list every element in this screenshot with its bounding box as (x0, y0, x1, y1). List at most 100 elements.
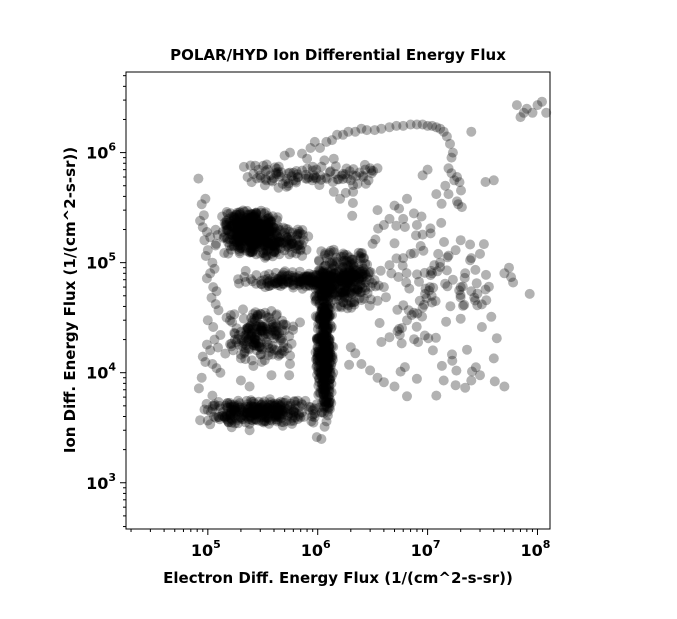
scatter-point (261, 220, 272, 231)
scatter-point (355, 267, 366, 278)
scatter-point (246, 212, 257, 223)
scatter-point (322, 325, 333, 336)
scatter-point (218, 233, 229, 243)
scatter-point (230, 230, 241, 241)
scatter-point (318, 273, 329, 284)
scatter-point (278, 278, 289, 288)
scatter-point (348, 270, 359, 281)
scatter-point (246, 238, 256, 249)
scatter-point (318, 268, 329, 279)
scatter-point (263, 217, 274, 228)
scatter-point (247, 222, 258, 233)
scatter-point (228, 215, 239, 226)
scatter-point (344, 256, 355, 267)
scatter-point (324, 341, 335, 352)
scatter-point (240, 221, 251, 232)
scatter-point (256, 218, 267, 229)
scatter-point (456, 185, 466, 196)
scatter-point (209, 399, 220, 410)
scatter-point (237, 242, 248, 253)
scatter-point (245, 247, 256, 258)
scatter-point (242, 234, 253, 245)
y-tick-label: 103 (86, 471, 116, 493)
scatter-point (233, 219, 244, 230)
scatter-point (338, 262, 349, 273)
scatter-point (375, 265, 386, 276)
scatter-point (354, 293, 365, 304)
scatter-point (246, 243, 257, 254)
scatter-point (316, 303, 327, 314)
scatter-point (451, 365, 462, 376)
scatter-point (324, 384, 335, 395)
scatter-point (284, 239, 295, 250)
scatter-point (245, 224, 256, 235)
scatter-point (254, 237, 265, 248)
scatter-point (231, 219, 242, 229)
scatter-point (246, 233, 257, 244)
scatter-point (233, 217, 244, 228)
scatter-point (291, 234, 302, 245)
scatter-point (359, 293, 369, 304)
scatter-point (344, 252, 355, 263)
scatter-point (245, 233, 256, 244)
scatter-point (322, 338, 333, 349)
scatter-point (249, 237, 260, 248)
scatter-point (250, 241, 261, 252)
scatter-point (338, 268, 349, 279)
scatter-point (272, 215, 282, 226)
scatter-point (287, 267, 298, 278)
scatter-point (499, 381, 510, 392)
scatter-point (240, 219, 251, 230)
scatter-point (284, 226, 295, 237)
scatter-point (318, 337, 329, 348)
scatter-point (240, 228, 251, 238)
scatter-point (336, 274, 346, 285)
scatter-point (265, 226, 276, 237)
y-tick-label: 105 (86, 251, 116, 273)
scatter-point (240, 223, 251, 234)
scatter-point (233, 274, 244, 285)
scatter-point (346, 302, 357, 313)
scatter-point (338, 270, 349, 281)
scatter-point (327, 177, 338, 187)
scatter-point (228, 345, 239, 356)
scatter-point (282, 270, 293, 281)
scatter-point (312, 352, 323, 363)
scatter-point (365, 294, 376, 305)
scatter-points (193, 96, 552, 444)
scatter-point (322, 270, 332, 281)
scatter-point (237, 221, 248, 232)
scatter-point (262, 223, 273, 233)
scatter-point (329, 268, 340, 279)
scatter-point (305, 277, 316, 287)
scatter-point (251, 232, 262, 243)
scatter-point (241, 245, 252, 256)
scatter-point (248, 219, 259, 230)
scatter-point (303, 275, 314, 286)
scatter-point (210, 240, 221, 251)
scatter-point (267, 240, 278, 251)
scatter-point (356, 359, 367, 369)
scatter-point (323, 398, 334, 408)
scatter-point (333, 294, 344, 305)
scatter-point (266, 306, 277, 316)
scatter-point (303, 231, 314, 242)
scatter-point (304, 268, 315, 279)
scatter-point (325, 270, 335, 281)
scatter-point (273, 276, 284, 287)
scatter-point (263, 237, 274, 248)
scatter-point (288, 275, 299, 286)
scatter-point (231, 237, 242, 248)
scatter-point (266, 216, 277, 227)
scatter-point (316, 277, 326, 288)
scatter-point (317, 334, 328, 345)
scatter-point (263, 241, 274, 251)
scatter-point (338, 297, 348, 308)
scatter-point (323, 346, 334, 357)
scatter-point (324, 299, 335, 310)
scatter-point (251, 227, 262, 238)
scatter-point (310, 276, 321, 287)
scatter-point (246, 235, 256, 246)
scatter-point (270, 242, 281, 253)
scatter-point (239, 215, 250, 226)
